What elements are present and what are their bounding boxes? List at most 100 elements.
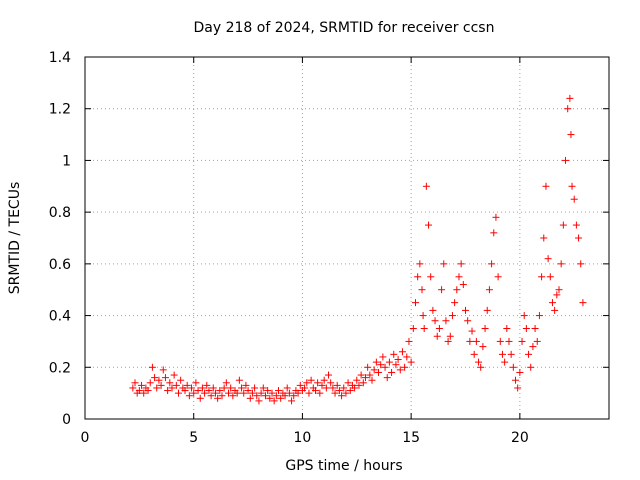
data-point: [540, 234, 548, 242]
data-point: [527, 363, 535, 371]
data-point: [335, 387, 343, 395]
data-point: [153, 384, 161, 392]
data-point: [257, 389, 265, 397]
data-point: [209, 384, 217, 392]
data-point: [577, 260, 585, 268]
y-tick-label: 0.2: [49, 360, 71, 376]
data-point: [531, 325, 539, 332]
data-point: [311, 387, 319, 395]
data-point: [159, 366, 167, 374]
data-point: [533, 337, 541, 345]
data-point: [472, 337, 480, 345]
data-point: [296, 381, 304, 389]
data-point: [331, 389, 339, 397]
data-point: [420, 325, 428, 332]
data-point: [333, 381, 341, 389]
data-point: [479, 343, 487, 351]
data-point: [201, 389, 209, 397]
data-point: [281, 392, 289, 400]
data-point: [505, 337, 513, 345]
data-point: [216, 387, 224, 395]
data-point: [477, 363, 485, 371]
data-point: [174, 389, 182, 397]
data-point: [301, 384, 309, 392]
data-point: [553, 291, 561, 299]
data-point: [198, 384, 206, 392]
data-point: [562, 156, 570, 164]
data-point: [177, 376, 185, 384]
y-tick-label: 0.4: [49, 309, 71, 325]
data-point: [383, 374, 391, 382]
data-points: [129, 94, 587, 405]
data-point: [196, 394, 204, 402]
data-point: [575, 234, 583, 242]
data-point: [164, 387, 172, 395]
data-point: [411, 299, 419, 307]
data-point: [433, 332, 441, 340]
data-point: [255, 397, 263, 405]
data-point: [338, 392, 346, 400]
data-point: [325, 371, 333, 379]
data-point: [183, 381, 191, 389]
data-point: [407, 358, 415, 366]
data-point: [379, 353, 387, 361]
data-point: [264, 387, 272, 395]
data-point: [318, 381, 326, 389]
data-point: [207, 392, 215, 400]
data-point: [459, 281, 467, 289]
data-point: [551, 306, 559, 314]
data-point: [155, 376, 163, 384]
data-point: [181, 387, 189, 395]
data-point: [146, 379, 154, 387]
tick-labels: 0 5 10 15 20 0 0.2 0.4 0.6 0.8 1 1.2 1.4: [49, 50, 529, 446]
data-point: [161, 374, 169, 382]
data-point: [503, 325, 511, 332]
data-point: [170, 371, 178, 379]
data-point: [227, 384, 235, 392]
data-point: [268, 389, 276, 397]
data-point: [490, 229, 498, 237]
data-point: [429, 306, 437, 314]
data-point: [559, 221, 567, 229]
data-point: [370, 366, 378, 374]
data-point: [461, 306, 469, 314]
x-tick-label: 15: [402, 430, 420, 446]
data-point: [446, 332, 454, 340]
y-axis-label: SRMTID / TECUs: [7, 182, 23, 295]
data-point: [251, 384, 259, 392]
data-point: [240, 389, 248, 397]
data-point: [275, 387, 283, 395]
data-point: [438, 286, 446, 294]
data-point: [194, 387, 202, 395]
data-point: [248, 389, 256, 397]
data-point: [451, 299, 459, 307]
data-point: [501, 358, 509, 366]
data-point: [307, 376, 315, 384]
data-point: [283, 384, 291, 392]
data-point: [166, 379, 174, 387]
data-point: [403, 353, 411, 361]
data-point: [396, 366, 404, 374]
data-point: [548, 299, 556, 307]
y-tick-label: 0.8: [49, 205, 71, 221]
data-point: [190, 389, 198, 397]
data-point: [192, 379, 200, 387]
data-point: [494, 273, 502, 281]
data-point: [288, 397, 296, 405]
data-point: [329, 384, 337, 392]
data-point: [344, 379, 352, 387]
data-point: [475, 358, 483, 366]
data-point: [211, 389, 219, 397]
data-point: [579, 299, 587, 307]
data-point: [529, 343, 537, 351]
data-point: [444, 337, 452, 345]
data-point: [140, 389, 148, 397]
data-point: [394, 356, 402, 364]
data-point: [448, 312, 456, 320]
data-point: [522, 325, 530, 332]
x-tick-label: 20: [511, 430, 529, 446]
data-point: [512, 376, 520, 384]
data-point: [314, 379, 322, 387]
data-point: [157, 381, 165, 389]
